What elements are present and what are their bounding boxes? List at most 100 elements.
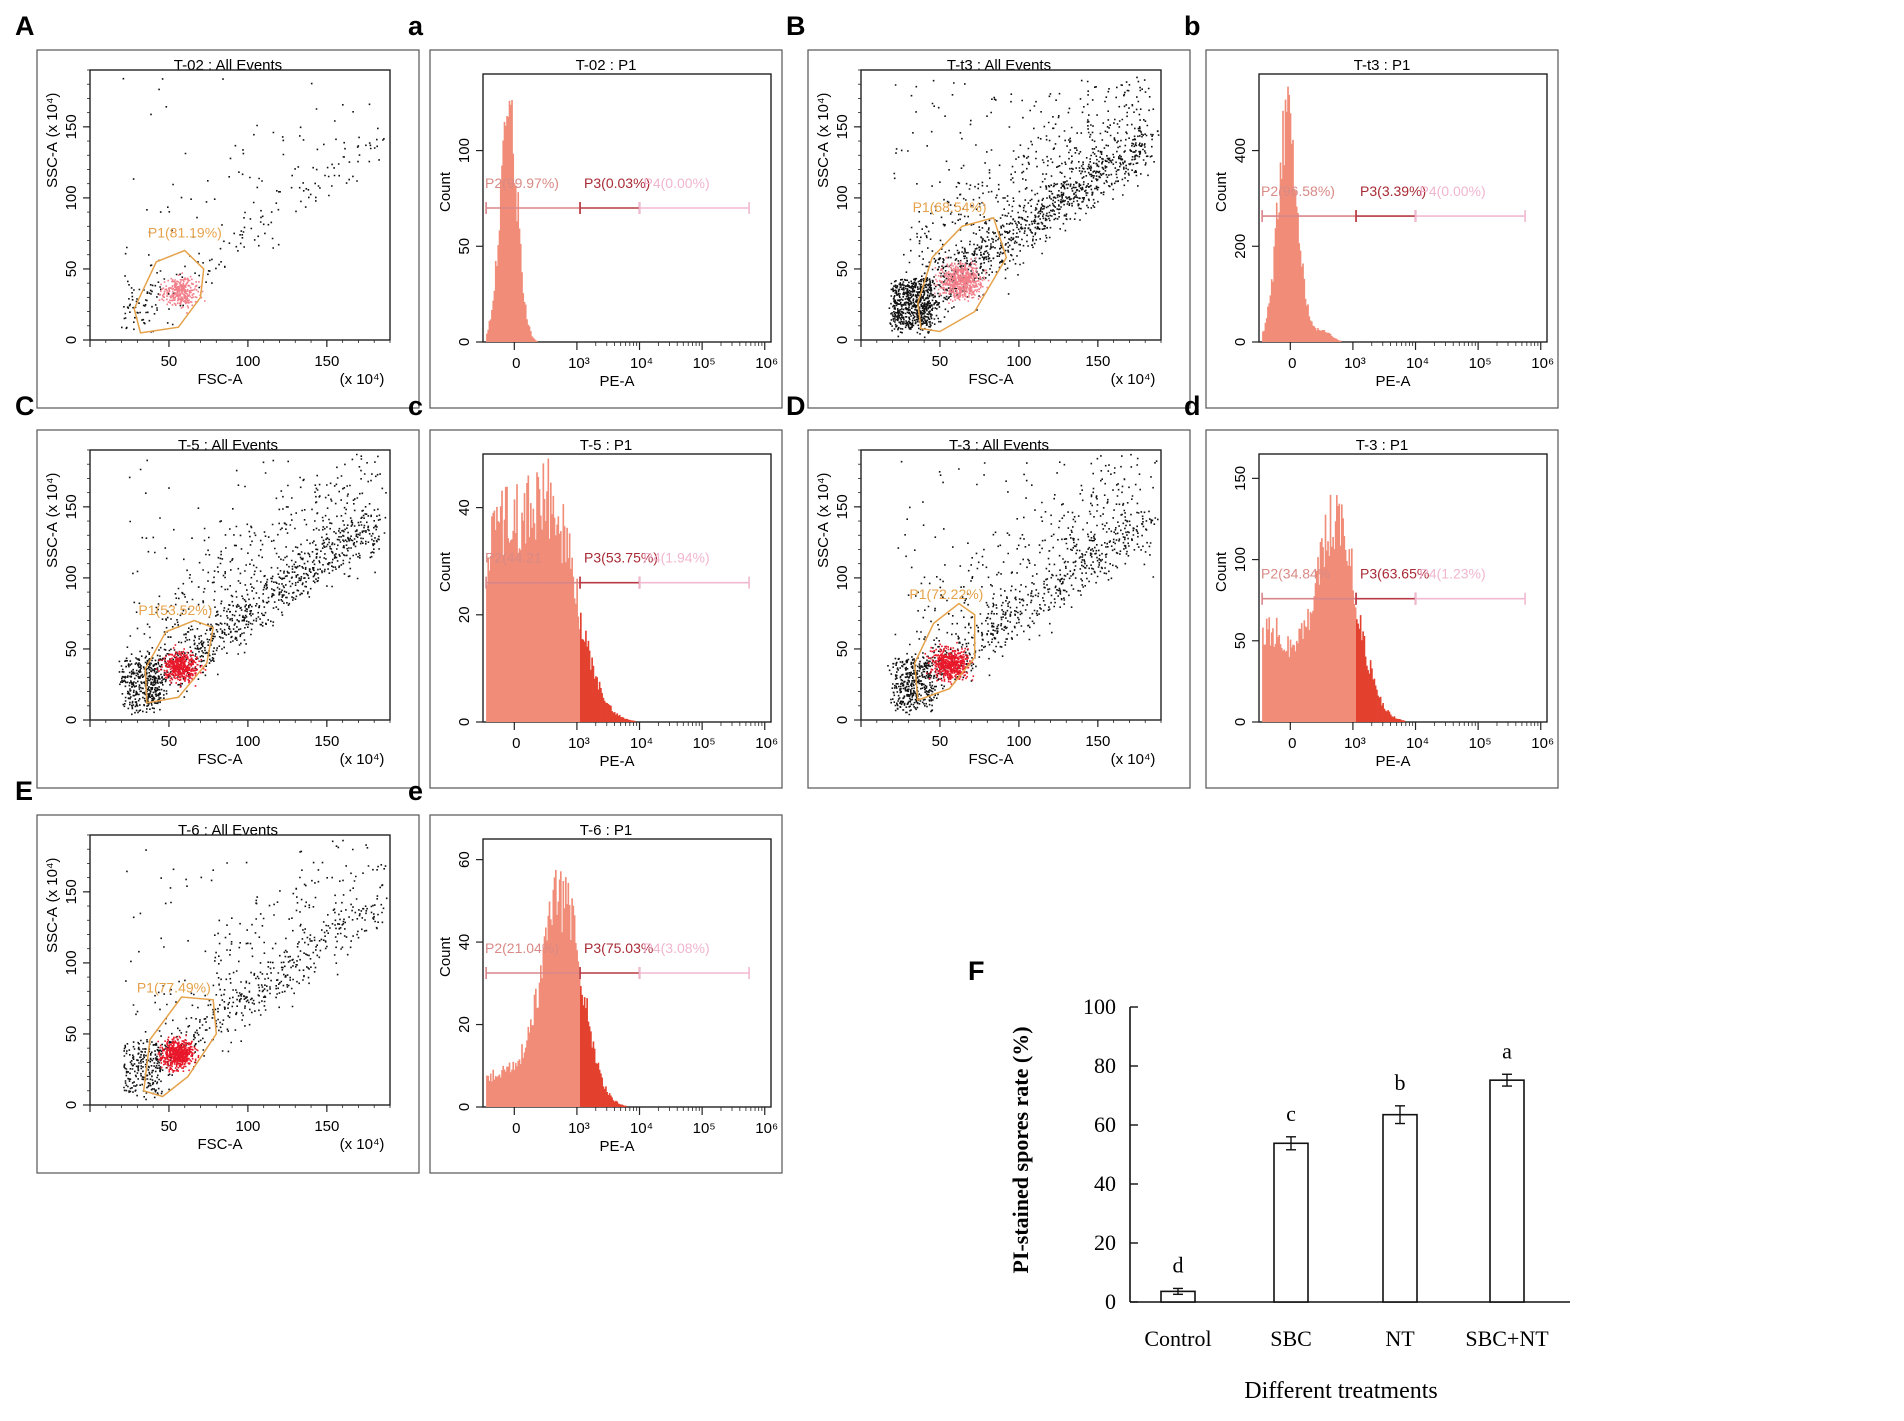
histogram-bin (555, 535, 557, 722)
x-tick-label: 150 (1085, 733, 1110, 750)
y-tick-label: 100 (456, 138, 473, 163)
histogram-bin (1333, 549, 1336, 722)
histogram-bin (610, 705, 612, 722)
histogram-bin (618, 714, 621, 722)
histogram-bin (627, 719, 630, 722)
y-unit-label: (x 10⁴) (44, 93, 61, 138)
histogram-bin (617, 715, 620, 722)
y-axis-label: SSC-A (44, 522, 61, 568)
histogram-bin (1277, 219, 1279, 342)
histogram-bin (1295, 206, 1298, 342)
y-tick-label: 0 (63, 1101, 80, 1109)
histogram-bin (1329, 334, 1332, 342)
gate-label: P1(77.49%) (137, 980, 211, 996)
histogram-bin (511, 100, 513, 342)
histogram-bin (1303, 278, 1306, 342)
histogram-bin (535, 340, 537, 342)
panel-title: T-02 : P1 (576, 57, 637, 74)
histogram-bin (532, 508, 535, 722)
histogram-bin (557, 901, 560, 1107)
histogram-bin (532, 1025, 535, 1107)
gated-event-dots (933, 256, 990, 304)
histogram-bin (558, 533, 561, 722)
histogram-bin (616, 1101, 619, 1107)
panel-label: A (15, 11, 35, 41)
histogram-bin (600, 688, 602, 722)
x-tick-label: SBC+NT (1465, 1326, 1549, 1351)
histogram-bin (1299, 629, 1302, 722)
histogram-bin (1300, 266, 1303, 342)
histogram-bin (541, 978, 543, 1107)
histogram-bin (501, 490, 503, 722)
gate-label-p2: P2(44.21 (485, 550, 542, 566)
histogram-bin (516, 221, 518, 342)
y-axis-label: PI-stained spores rate (%) (1008, 1026, 1033, 1273)
histogram-bars (1262, 86, 1342, 343)
histogram-bin (1263, 644, 1266, 722)
histogram-bin (1270, 279, 1273, 342)
x-tick-label: Control (1144, 1326, 1211, 1351)
histogram-bin (1308, 316, 1311, 342)
histogram-bin (1284, 651, 1287, 722)
histogram-panel-c: c T-5 : P1 0 10³ 10⁴ 10⁵ 10⁶ 0 20 40 PE-A Count P2(4… (408, 391, 783, 789)
histogram-bin (1326, 332, 1328, 342)
histogram-bin (1326, 550, 1328, 722)
histogram-bin (1393, 716, 1396, 722)
x-tick-label: 100 (235, 353, 260, 370)
panel-title: T-t3 : All Events (947, 57, 1051, 74)
histogram-bin (1317, 328, 1319, 342)
histogram-bin (526, 1040, 528, 1107)
gate-label-p3: P3(53.75%) (584, 550, 658, 566)
histogram-bin (1313, 596, 1316, 722)
histogram-bin (570, 568, 572, 722)
histogram-bin (586, 646, 588, 722)
histogram-bin (1319, 541, 1322, 722)
histogram-bin (1382, 703, 1384, 722)
histogram-bin (602, 697, 605, 722)
panel-frame (36, 49, 420, 409)
panel-label: B (786, 11, 806, 41)
histogram-bin (632, 720, 635, 722)
significance-letter: b (1395, 1070, 1406, 1095)
y-tick-label: 60 (1094, 1112, 1116, 1137)
x-tick-label: 10⁶ (755, 735, 778, 752)
histogram-bin (1274, 643, 1277, 722)
gate-label-p2: P2(96.58%) (1261, 183, 1335, 199)
gate-label-p3: P3(0.03%) (584, 175, 650, 191)
histogram-bin (1280, 647, 1283, 722)
histogram-bin (612, 1100, 615, 1107)
x-tick-label: 100 (235, 733, 260, 750)
y-tick-label: 50 (63, 641, 80, 658)
histogram-bin (530, 331, 532, 342)
histogram-bin (487, 558, 490, 722)
histogram-bin (625, 718, 627, 722)
histogram-bin (522, 293, 525, 342)
histogram-bin (571, 557, 573, 722)
event-dots (888, 76, 1160, 339)
histogram-bin (528, 537, 531, 722)
histogram-bin (538, 982, 541, 1107)
y-unit-label: (x 10⁴) (44, 473, 61, 518)
histogram-bin (1403, 720, 1406, 722)
y-tick-label: 20 (456, 606, 473, 623)
histogram-bin (553, 877, 556, 1107)
histogram-bin (1312, 325, 1314, 342)
histogram-bin (615, 714, 617, 722)
histogram-bin (1349, 566, 1352, 722)
histogram-bin (1306, 305, 1308, 342)
histogram-bin (1282, 110, 1284, 342)
histogram-bin (533, 523, 536, 722)
histogram-bin (591, 1047, 593, 1107)
histogram-bin (1396, 718, 1398, 722)
histogram-bin (528, 326, 531, 342)
histogram-bin (600, 1073, 602, 1107)
y-axis-label: Count (1213, 171, 1230, 212)
histogram-bin (517, 1060, 520, 1107)
x-tick-label: 10⁵ (693, 1120, 716, 1137)
histogram-bin (1327, 332, 1329, 342)
y-tick-label: 100 (834, 565, 851, 590)
y-tick-label: 150 (63, 114, 80, 139)
histogram-panel-a: a T-02 : P1 0 10³ 10⁴ 10⁵ 10⁶ 0 50 100 PE-A Count P2… (408, 11, 783, 409)
y-axis-label: Count (1213, 551, 1230, 592)
histogram-bin (1402, 720, 1405, 722)
